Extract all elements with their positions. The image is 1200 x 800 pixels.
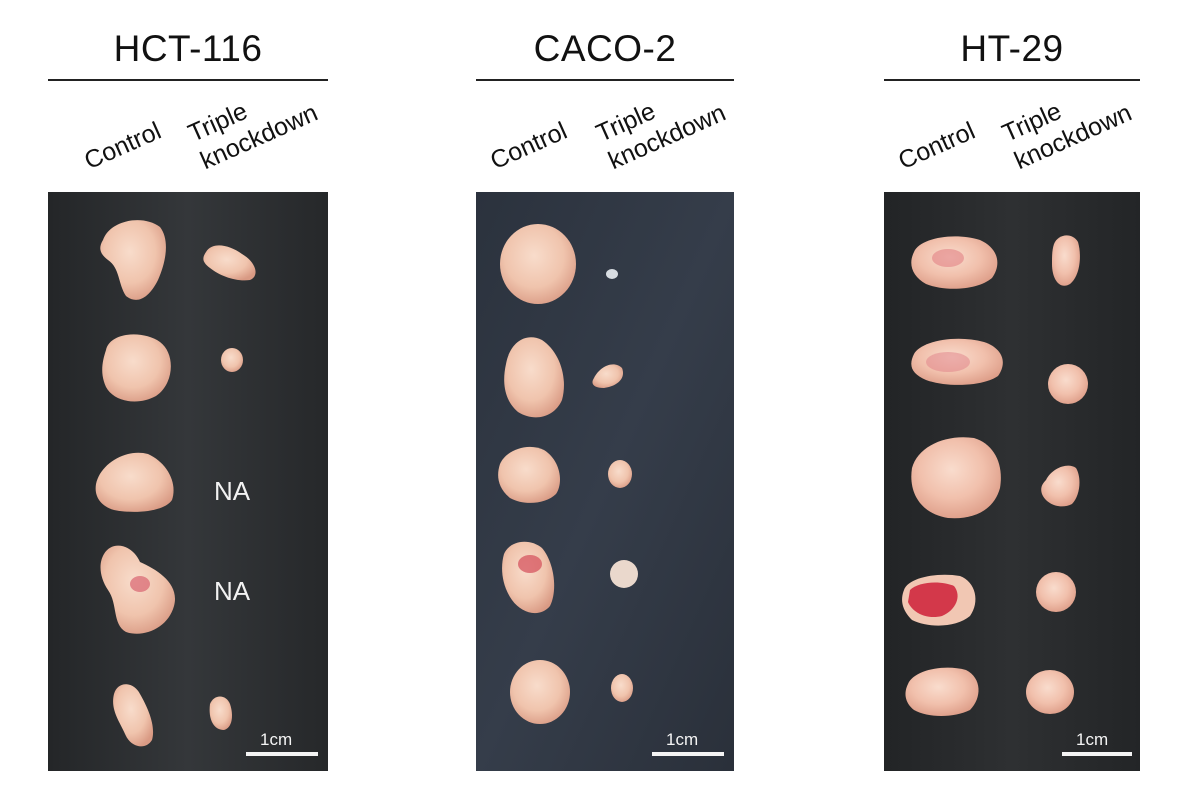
tumor-control-3 (911, 437, 1001, 519)
tumor-knockdown-3 (608, 460, 632, 488)
group-ht29: HT-29 Control Triple knockdown (884, 0, 1140, 800)
group-underline (884, 79, 1140, 81)
photo-panel-caco2: 1cm (476, 192, 734, 771)
scale-bar-label: 1cm (666, 730, 699, 749)
tumor-control-4 (502, 541, 555, 614)
photo-panel-hct116: NA NA 1cm (48, 192, 328, 771)
tumor-knockdown-1 (203, 245, 256, 281)
na-label: NA (214, 576, 251, 606)
tumor-knockdown-5 (1026, 670, 1074, 714)
blood-spot (932, 249, 964, 267)
column-label-knockdown: Triple knockdown (184, 97, 322, 176)
group-title: CACO-2 (533, 28, 677, 69)
group-underline (48, 79, 328, 81)
column-label-control: Control (80, 116, 166, 176)
blood-spot (130, 576, 150, 592)
column-label-knockdown: Triple knockdown (998, 97, 1136, 176)
blood-spot (926, 352, 970, 372)
photo-panel-ht29: 1cm (884, 192, 1140, 771)
scale-bar-label: 1cm (260, 730, 293, 749)
tumor-knockdown-2 (1048, 364, 1088, 404)
blood-spot (518, 555, 542, 573)
tumor-knockdown-4 (610, 560, 638, 588)
scale-bar (246, 752, 318, 756)
tumor-knockdown-1 (606, 269, 618, 279)
tumor-control-1 (100, 220, 166, 300)
tumor-control-5 (905, 667, 979, 716)
tumor-knockdown-5 (209, 696, 232, 730)
tumor-knockdown-2 (221, 348, 243, 372)
group-title: HT-29 (960, 28, 1064, 69)
group-title: HCT-116 (113, 28, 263, 69)
tumor-knockdown-3 (1041, 465, 1080, 507)
na-label: NA (214, 476, 251, 506)
tumor-knockdown-2 (592, 364, 624, 388)
tumor-knockdown-5 (611, 674, 633, 702)
group-caco2: CACO-2 Control Triple knockdown (476, 0, 734, 800)
tumor-control-2 (102, 334, 171, 402)
tumor-control-5 (113, 684, 154, 747)
scale-bar-label: 1cm (1076, 730, 1109, 749)
tumor-control-5 (510, 660, 570, 724)
tumor-control-3 (498, 446, 560, 503)
tumor-knockdown-1 (1052, 235, 1080, 286)
group-hct116: HCT-116 Control Triple knockdown (48, 0, 328, 800)
tumor-knockdown-4 (1036, 572, 1076, 612)
scale-bar (1062, 752, 1132, 756)
tumor-control-1 (500, 224, 576, 304)
tumor-control-2 (504, 337, 564, 418)
column-label-control: Control (486, 116, 572, 176)
column-label-knockdown: Triple knockdown (592, 97, 730, 176)
tumor-control-3 (95, 452, 174, 512)
group-underline (476, 79, 734, 81)
blood-patch (908, 582, 958, 618)
column-label-control: Control (894, 116, 980, 176)
scale-bar (652, 752, 724, 756)
